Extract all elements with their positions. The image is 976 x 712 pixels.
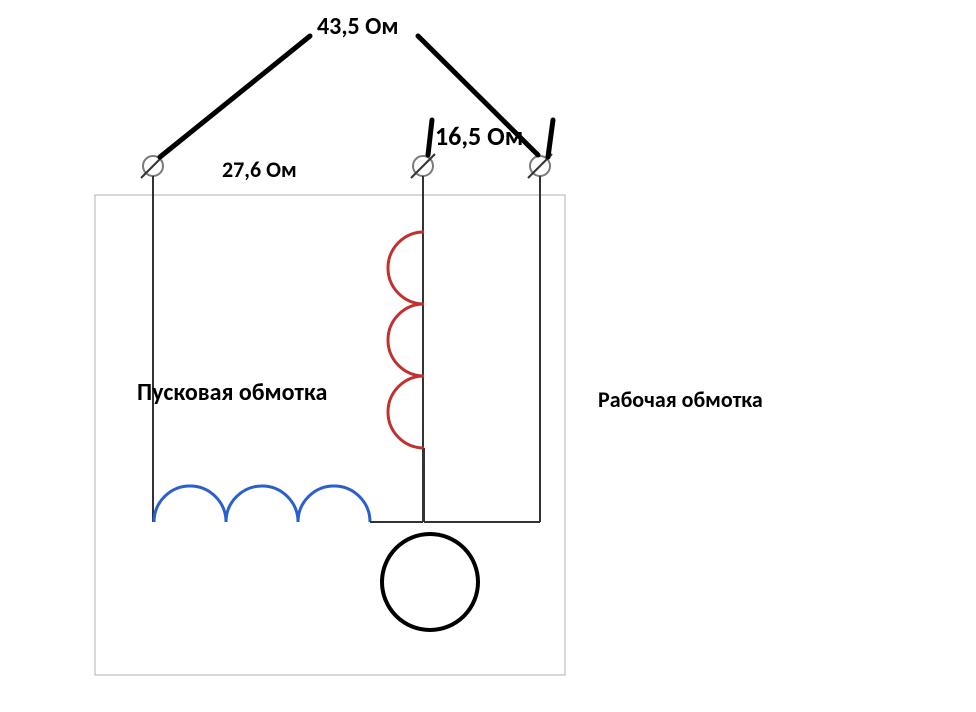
starting-winding-coil xyxy=(154,486,370,522)
enclosure-box xyxy=(95,195,565,675)
label-resistance-left: 27,6 Ом xyxy=(222,156,297,183)
rotor-symbol xyxy=(382,534,478,630)
probe-lead-l4 xyxy=(548,120,553,157)
label-resistance-total: 43,5 Ом xyxy=(317,12,398,41)
label-starting-winding: Пусковая обмотка xyxy=(137,378,327,407)
terminal-2-slash xyxy=(411,154,435,178)
circuit-diagram xyxy=(0,0,976,712)
label-working-winding: Рабочая обмотка xyxy=(598,386,763,413)
probe-lead-l3 xyxy=(428,120,432,155)
label-resistance-right: 16,5 Ом xyxy=(435,120,523,152)
probe-lead-l1 xyxy=(160,36,310,157)
working-winding-coil xyxy=(388,232,424,448)
